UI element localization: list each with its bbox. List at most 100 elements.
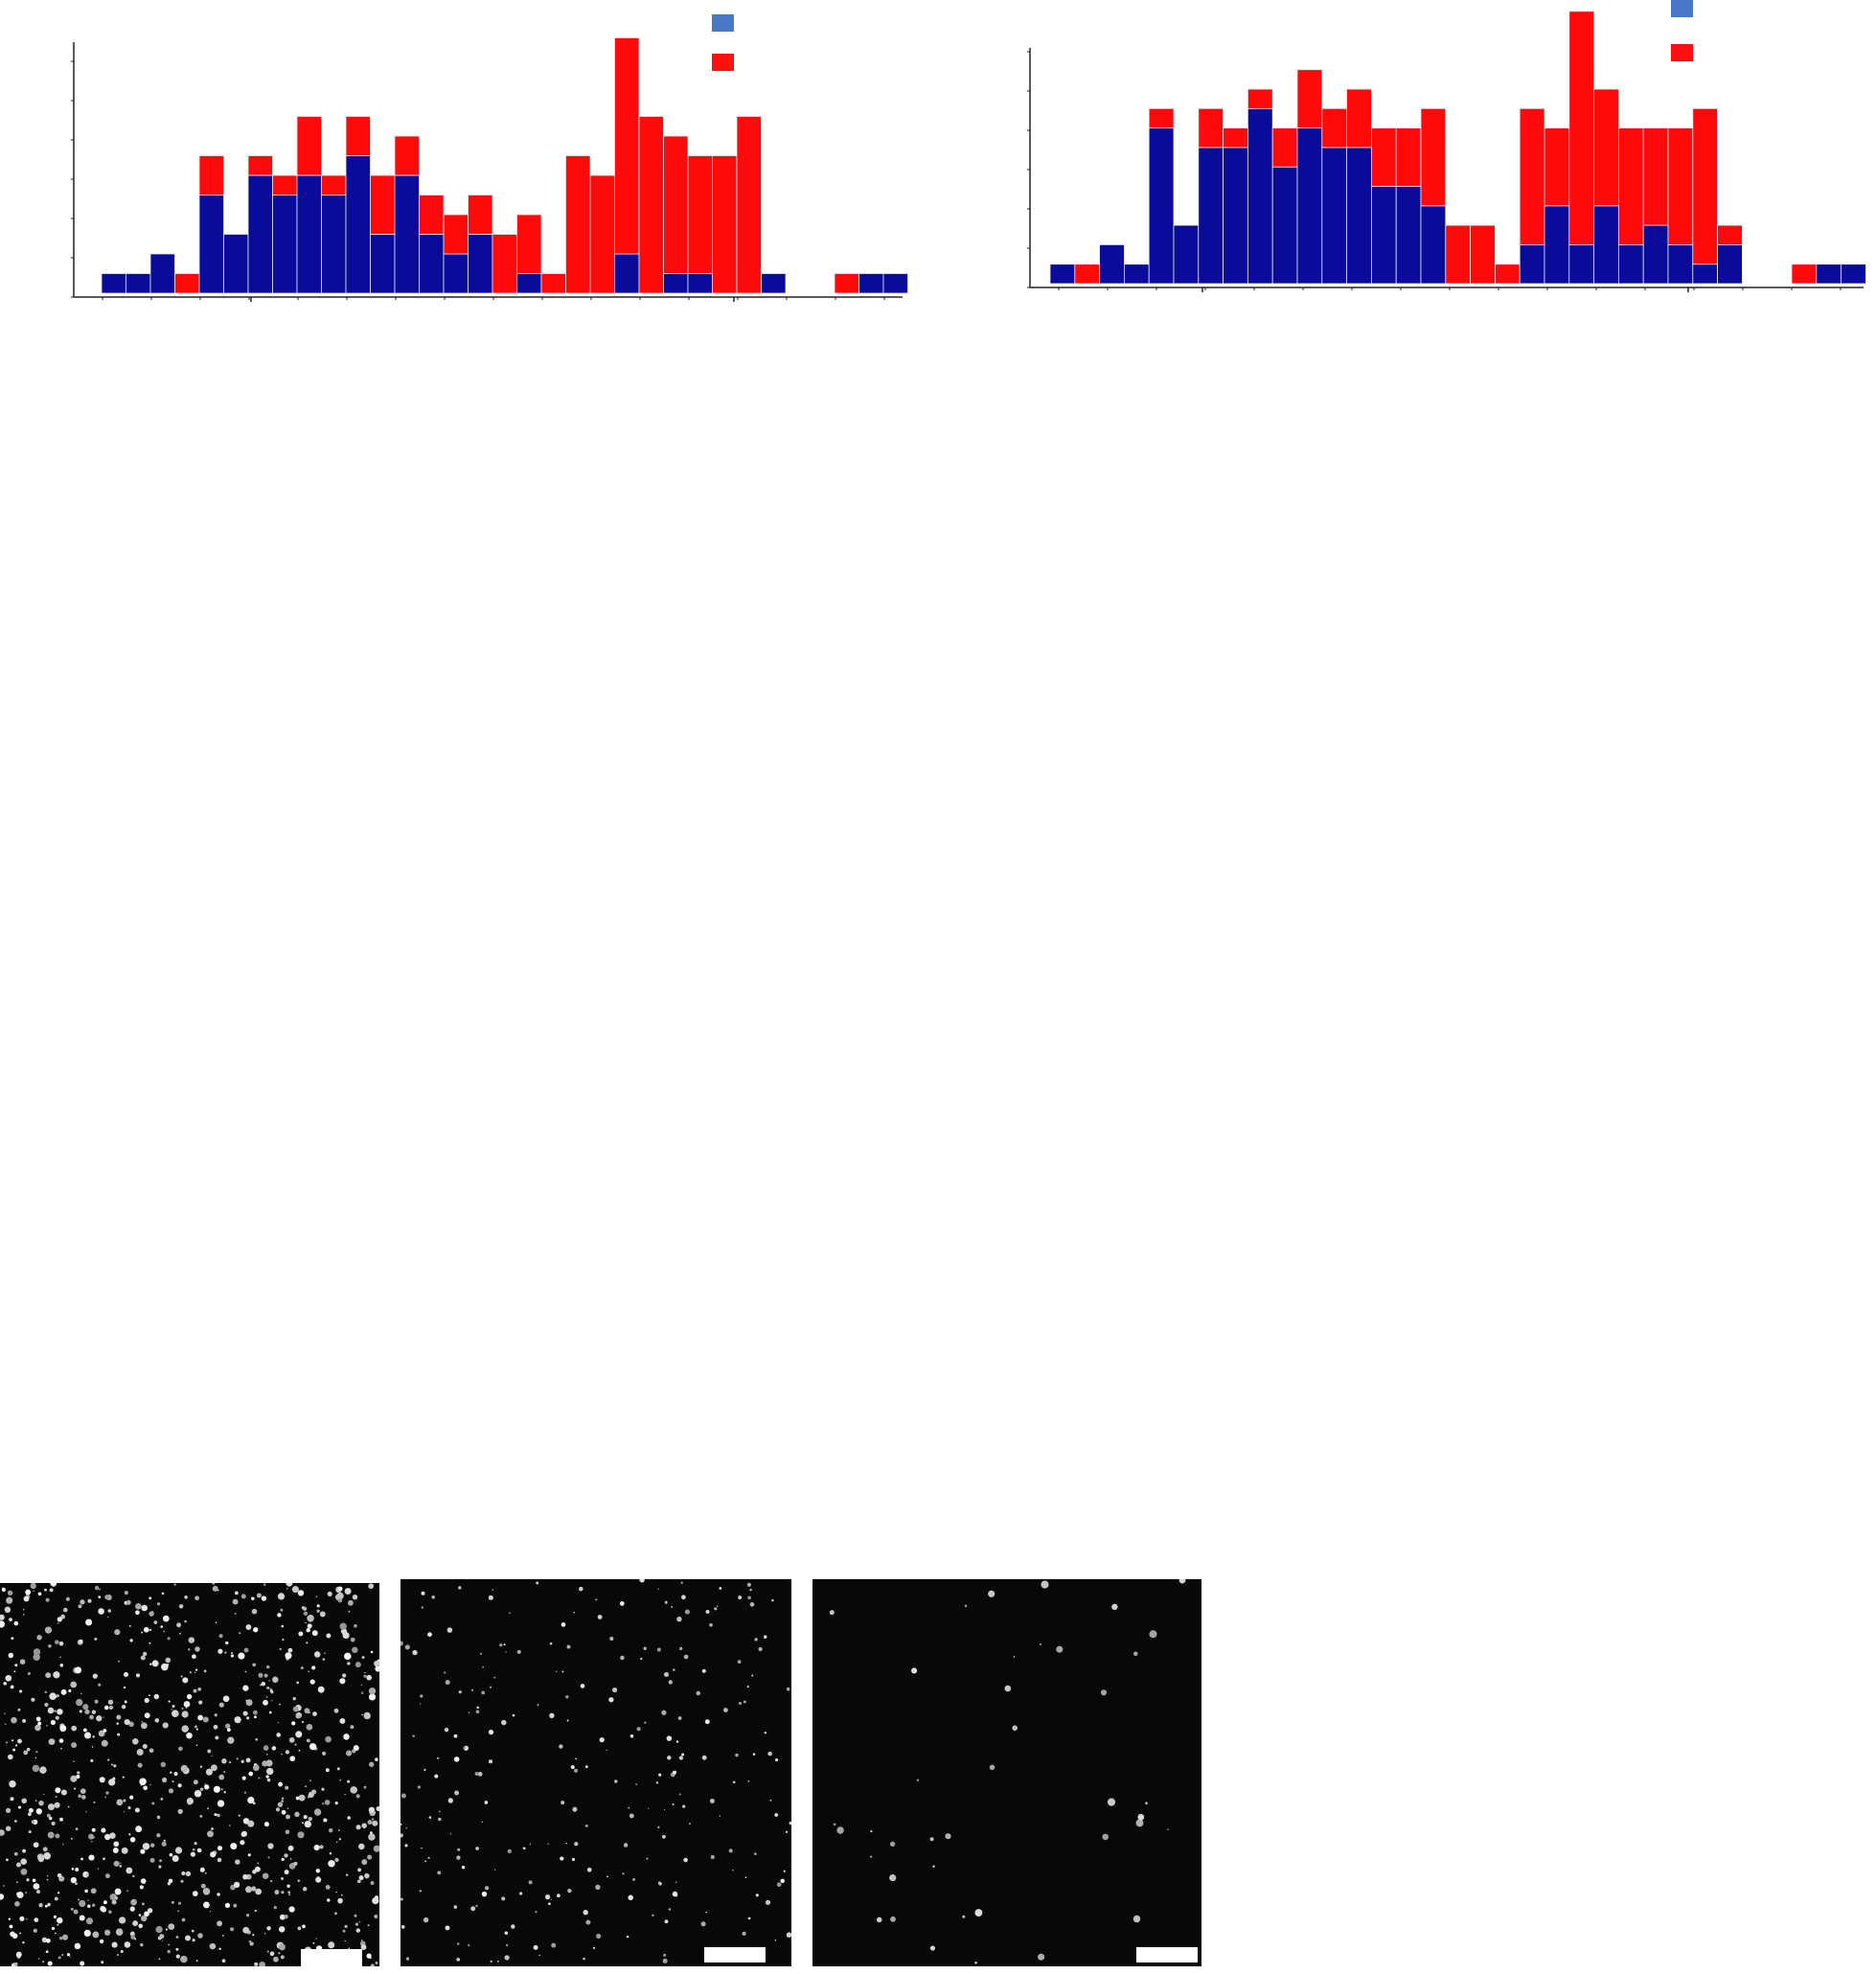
particle <box>375 1895 378 1899</box>
particle <box>150 1843 154 1847</box>
particle <box>107 1758 109 1760</box>
particle <box>217 1893 219 1895</box>
particle <box>57 1622 59 1624</box>
particle <box>412 1734 414 1736</box>
particle <box>132 1738 139 1745</box>
particle <box>9 1780 16 1788</box>
particle <box>56 1716 59 1720</box>
particle <box>194 1842 197 1845</box>
particle <box>85 1873 88 1876</box>
particle <box>6 1825 11 1831</box>
particle <box>701 1921 706 1926</box>
particle <box>104 1595 109 1599</box>
particle <box>80 1915 85 1920</box>
particle <box>18 1806 21 1809</box>
particle <box>774 1813 778 1817</box>
particle <box>14 1664 17 1666</box>
particle <box>648 1808 649 1809</box>
particle <box>298 1879 300 1881</box>
particle <box>75 1868 79 1871</box>
particle <box>32 1820 35 1824</box>
particle <box>640 1658 642 1660</box>
particle <box>720 1815 721 1816</box>
particle <box>141 1632 143 1634</box>
particle <box>444 1671 446 1673</box>
particle <box>180 1880 183 1883</box>
particle <box>156 1833 160 1837</box>
particle <box>475 1772 479 1776</box>
particle <box>286 1884 289 1887</box>
particle <box>548 1843 549 1844</box>
particle <box>358 1844 364 1849</box>
particle <box>302 1924 306 1928</box>
particle <box>67 1953 70 1956</box>
particle <box>143 1744 148 1749</box>
particle <box>242 1874 248 1880</box>
particle <box>92 1828 96 1832</box>
particle <box>141 1878 147 1884</box>
particle <box>758 1647 762 1651</box>
particle <box>130 1837 135 1842</box>
particle <box>335 1892 336 1893</box>
chart-1-bar-red-15 <box>444 215 469 254</box>
particle <box>201 1884 206 1889</box>
particle <box>38 1903 42 1907</box>
particle <box>247 1797 254 1803</box>
particle <box>749 1589 751 1591</box>
particle <box>54 1710 57 1712</box>
particle <box>609 1637 613 1641</box>
chart-2-bar-blue-3 <box>1100 244 1125 284</box>
particle <box>364 1786 367 1789</box>
particle <box>266 1665 270 1669</box>
particle <box>431 1595 435 1599</box>
particle <box>179 1604 183 1608</box>
particle <box>739 1702 742 1705</box>
particle <box>733 1780 736 1783</box>
particle <box>343 1930 346 1933</box>
particle <box>5 1675 11 1682</box>
particle <box>181 1725 188 1732</box>
particle <box>227 1737 234 1744</box>
particle <box>89 1715 94 1720</box>
particle <box>350 1786 357 1794</box>
particle <box>834 1823 836 1825</box>
particle <box>36 1808 42 1814</box>
particle <box>404 1844 407 1847</box>
particle <box>52 1927 55 1930</box>
particle <box>15 1744 17 1746</box>
particle <box>34 1929 37 1933</box>
particle <box>218 1948 220 1950</box>
particle <box>350 1725 354 1729</box>
particle <box>123 1800 126 1802</box>
chart-2-bar-red-12 <box>1322 108 1347 148</box>
particle <box>664 1809 665 1810</box>
chart-2-bar-blue-25 <box>1643 225 1668 284</box>
particle <box>116 1715 121 1720</box>
particle <box>248 1853 251 1856</box>
particle <box>31 1698 34 1702</box>
particle <box>347 1816 351 1820</box>
chart-1-bar-red-10 <box>322 175 347 195</box>
particle <box>84 1733 91 1739</box>
particle <box>180 1956 188 1963</box>
particle <box>188 1648 190 1650</box>
particle <box>112 1942 118 1948</box>
particle <box>213 1586 218 1592</box>
chart-1-bar-blue-11 <box>346 156 371 294</box>
particle <box>754 1852 757 1855</box>
particle <box>371 1964 376 1966</box>
particle <box>16 1892 20 1895</box>
particle <box>55 1933 57 1935</box>
particle <box>24 1596 30 1602</box>
particle <box>229 1761 231 1763</box>
particle <box>273 1957 279 1963</box>
particle <box>356 1825 361 1829</box>
particle <box>5 1607 11 1613</box>
chart-1-bar-blue-8 <box>273 195 298 294</box>
particle <box>20 1659 26 1664</box>
particle <box>36 1635 42 1641</box>
particle <box>59 1937 62 1940</box>
particle <box>22 1941 25 1944</box>
particle <box>374 1846 379 1852</box>
particle <box>194 1646 199 1651</box>
